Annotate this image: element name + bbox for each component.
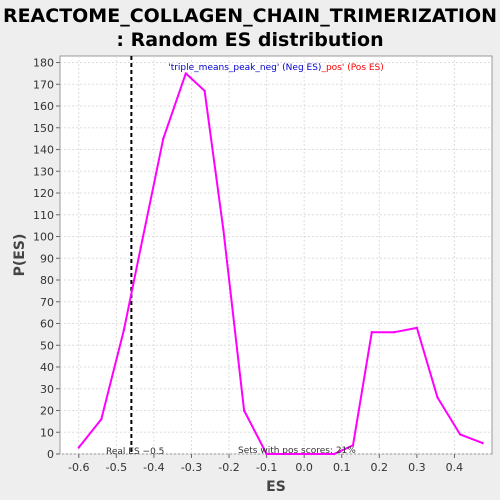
data-point — [310, 452, 313, 456]
x-tick-label: 0.1 — [333, 461, 351, 474]
data-point — [139, 246, 142, 249]
plot-area — [59, 55, 493, 455]
x-tick-label: 0.4 — [446, 461, 464, 474]
y-tick-label: 170 — [33, 78, 54, 91]
x-tick-label: -0.2 — [218, 461, 239, 474]
data-point — [122, 328, 126, 332]
y-tick-label: 100 — [33, 231, 54, 244]
y-tick-label: 140 — [33, 144, 54, 157]
data-point — [184, 72, 188, 75]
legend-pos-series: _pos' — [320, 63, 344, 73]
data-point — [351, 444, 355, 447]
y-tick-label: 50 — [40, 339, 54, 352]
legend-pos-tag: (Pos ES) — [344, 63, 383, 73]
data-point — [436, 396, 439, 399]
y-tick-label: 180 — [33, 57, 54, 70]
y-tick-label: 150 — [33, 122, 54, 135]
data-point — [77, 446, 80, 449]
y-tick-label: 120 — [33, 187, 54, 200]
axes: 0 10 20 30 40 50 60 70 80 90 100 110 120 130 140 150 160… — [33, 57, 463, 474]
y-tick-label: 60 — [40, 318, 54, 331]
data-point — [415, 326, 419, 330]
data-point — [203, 89, 206, 92]
y-tick-label: 30 — [40, 383, 54, 396]
chart-title-line-1: REACTOME_COLLAGEN_CHAIN_TRIMERIZATION — [2, 5, 498, 27]
chart-title: REACTOME_COLLAGEN_CHAIN_TRIMERIZATION : … — [0, 4, 500, 52]
data-point — [222, 228, 225, 232]
y-tick-label: 70 — [40, 296, 54, 309]
y-tick-label: 20 — [40, 405, 54, 418]
chart-title-line-2: : Random ES distribution — [116, 29, 384, 51]
y-tick-label: 40 — [40, 361, 54, 374]
legend-neg-tag: (Neg ES) — [279, 63, 321, 73]
data-point — [370, 331, 373, 334]
y-tick-label: 90 — [40, 252, 54, 265]
y-tick-label: 80 — [40, 274, 54, 287]
data-point — [265, 452, 268, 456]
x-tick-label: -0.6 — [68, 461, 89, 474]
y-tick-label: 0 — [47, 448, 54, 461]
data-point — [242, 409, 246, 412]
x-tick-label: 0.0 — [295, 461, 313, 474]
legend: 'triple_means_peak_neg' (Neg ES)_pos' (P… — [168, 63, 384, 73]
series-layer — [77, 56, 484, 456]
data-point — [333, 452, 336, 456]
data-point — [393, 331, 396, 334]
x-tick-label: -0.4 — [143, 461, 164, 474]
x-tick-label: -0.1 — [256, 461, 277, 474]
pos-scores-annotation: Sets with pos scores: 21% — [238, 446, 356, 456]
x-tick-label: 0.3 — [408, 461, 426, 474]
y-tick-label: 110 — [33, 209, 54, 222]
x-tick-label: -0.3 — [181, 461, 202, 474]
data-point — [458, 433, 462, 436]
x-tick-label: 0.2 — [371, 461, 389, 474]
legend-neg-series: 'triple_means_peak_neg' — [168, 63, 279, 73]
y-axis-label: P(ES) — [12, 234, 28, 277]
x-axis-label: ES — [266, 479, 286, 495]
data-point — [481, 441, 484, 445]
y-tick-label: 130 — [33, 165, 54, 178]
data-point — [287, 452, 291, 456]
series-line — [78, 72, 483, 455]
data-point — [162, 137, 165, 140]
y-tick-label: 10 — [40, 426, 54, 439]
data-point — [100, 418, 103, 421]
x-tick-label: -0.5 — [106, 461, 127, 474]
real-es-annotation: Real ES −0.5 — [106, 447, 164, 457]
y-tick-label: 160 — [33, 100, 54, 113]
